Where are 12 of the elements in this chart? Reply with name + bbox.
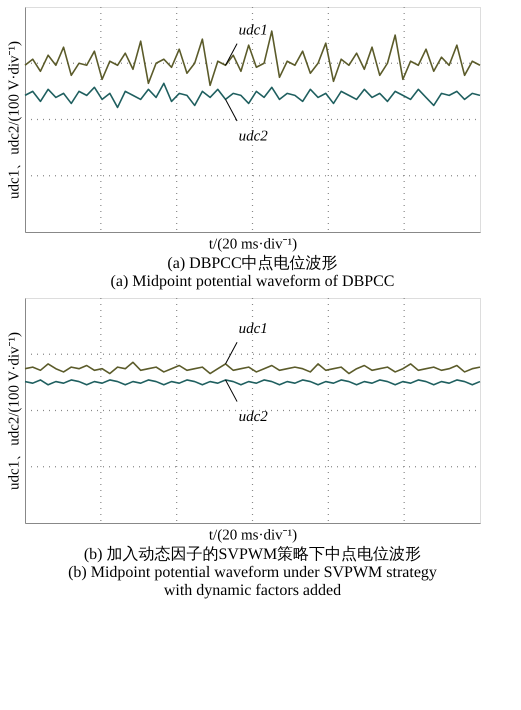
series-label: udc1 bbox=[238, 320, 268, 337]
text: (b) 加入动态因子的SVPWM策略下中点电位波形 bbox=[84, 545, 422, 563]
series-label: udc2 bbox=[238, 128, 268, 144]
series-label: udc2 bbox=[238, 408, 268, 425]
x-axis-title: t/(20 ms·div⁻¹) bbox=[208, 236, 298, 252]
x-axis-title: t/(20 ms·div⁻¹) bbox=[208, 528, 298, 544]
text: (b) Midpoint potential waveform under SVPWM strategy with dynamic factors added bbox=[68, 564, 437, 599]
y-axis-title: udc1、udc2/(100 V·div⁻¹) bbox=[6, 41, 22, 199]
y-axis-title: udc1、udc2/(100 V·div⁻¹) bbox=[6, 332, 22, 490]
text: (a) DBPCC中点电位波形 bbox=[167, 254, 338, 272]
text: (a) Midpoint potential waveform of DBPCC bbox=[110, 273, 394, 290]
series-label: udc1 bbox=[238, 22, 268, 38]
